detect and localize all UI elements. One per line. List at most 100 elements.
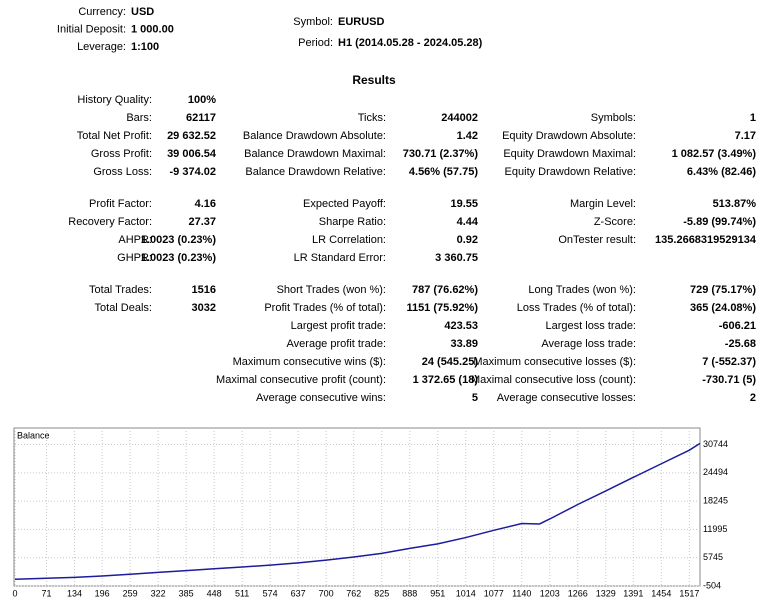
y-tick-label: 24494 xyxy=(703,467,728,477)
stat-label: Total Deals: xyxy=(95,302,152,314)
x-tick-label: 0 xyxy=(12,588,17,598)
stat-value: 2 xyxy=(750,392,756,404)
x-tick-label: 448 xyxy=(207,588,222,598)
stat-value: 1.0023 (0.23%) xyxy=(141,252,217,264)
field-label: Symbol: xyxy=(293,16,333,28)
stat-value: 100% xyxy=(188,94,216,106)
stat-label: Symbols: xyxy=(591,112,636,124)
stat-label: Bars: xyxy=(126,112,152,124)
stat-label: LR Standard Error: xyxy=(294,252,386,264)
stat-label: Equity Drawdown Maximal: xyxy=(503,148,636,160)
stat-value: 1 372.65 (18) xyxy=(413,374,479,386)
stat-value: 1.42 xyxy=(457,130,478,142)
field-value: 1 000.00 xyxy=(131,23,174,35)
y-tick-label: 18245 xyxy=(703,496,728,506)
x-tick-label: 951 xyxy=(430,588,445,598)
stat-value: -25.68 xyxy=(725,338,756,350)
stat-label: Balance Drawdown Relative: xyxy=(245,166,386,178)
stat-label: Recovery Factor: xyxy=(68,216,152,228)
stat-label: Maximal consecutive loss (count): xyxy=(471,374,636,386)
x-tick-label: 196 xyxy=(95,588,110,598)
stat-label: Equity Drawdown Absolute: xyxy=(502,130,636,142)
x-tick-label: 1266 xyxy=(568,588,588,598)
stat-value: 135.2668319529134 xyxy=(655,234,757,246)
stat-value: 19.55 xyxy=(450,198,478,210)
balance-line xyxy=(14,442,701,580)
stat-value: 423.53 xyxy=(444,320,478,332)
stat-label: Maximal consecutive profit (count): xyxy=(216,374,386,386)
stat-value: 24 (545.25) xyxy=(422,356,479,368)
stat-value: 29 632.52 xyxy=(167,130,216,142)
stat-value: 3032 xyxy=(192,302,216,314)
stat-label: Profit Trades (% of total): xyxy=(264,302,386,314)
stat-value: 787 (76.62%) xyxy=(412,284,478,296)
stat-label: Gross Loss: xyxy=(93,166,152,178)
y-tick-label: 5745 xyxy=(703,552,723,562)
x-tick-label: 385 xyxy=(179,588,194,598)
y-tick-label: 11995 xyxy=(703,524,727,534)
field-value: H1 (2014.05.28 - 2024.05.28) xyxy=(338,37,483,49)
stat-label: Average profit trade: xyxy=(287,338,386,350)
stat-label: Total Net Profit: xyxy=(77,130,152,142)
x-tick-label: 1454 xyxy=(651,588,671,598)
stat-label: Maximum consecutive wins ($): xyxy=(233,356,386,368)
stat-label: OnTester result: xyxy=(558,234,636,246)
x-tick-label: 574 xyxy=(263,588,278,598)
stat-label: Average consecutive losses: xyxy=(497,392,636,404)
stat-value: 0.92 xyxy=(457,234,478,246)
stat-value: -9 374.02 xyxy=(170,166,216,178)
stat-value: 4.56% (57.75) xyxy=(409,166,478,178)
chart-frame xyxy=(13,427,701,587)
stat-label: History Quality: xyxy=(77,94,152,106)
stat-value: 1.0023 (0.23%) xyxy=(141,234,217,246)
field-label: Currency: xyxy=(78,6,126,18)
stat-label: Balance Drawdown Maximal: xyxy=(244,148,386,160)
stat-label: Largest loss trade: xyxy=(546,320,637,332)
stat-value: -606.21 xyxy=(719,320,756,332)
x-tick-label: 1329 xyxy=(596,588,616,598)
x-tick-label: 1391 xyxy=(623,588,643,598)
stat-label: GHPR: xyxy=(117,252,152,264)
x-tick-label: 1014 xyxy=(456,588,476,598)
y-tick-label: -504 xyxy=(703,580,721,590)
field-value: EURUSD xyxy=(338,16,385,28)
field-value: USD xyxy=(131,6,154,18)
stat-label: AHPR: xyxy=(118,234,152,246)
field-value: 1:100 xyxy=(131,41,159,53)
stat-value: 7.17 xyxy=(735,130,756,142)
stat-label: Total Trades: xyxy=(89,284,152,296)
stat-value: 1 082.57 (3.49%) xyxy=(672,148,757,160)
x-tick-label: 134 xyxy=(67,588,82,598)
stat-value: 33.89 xyxy=(450,338,478,350)
stat-value: -5.89 (99.74%) xyxy=(683,216,756,228)
stat-label: Average consecutive wins: xyxy=(256,392,386,404)
stat-value: 244002 xyxy=(441,112,478,124)
stat-label: Loss Trades (% of total): xyxy=(517,302,636,314)
stat-value: 6.43% (82.46) xyxy=(687,166,756,178)
stat-label: Profit Factor: xyxy=(89,198,152,210)
stat-value: 730.71 (2.37%) xyxy=(403,148,479,160)
stat-value: 1516 xyxy=(192,284,216,296)
stat-value: 4.44 xyxy=(457,216,479,228)
stat-label: Balance Drawdown Absolute: xyxy=(243,130,386,142)
stat-value: 5 xyxy=(472,392,478,404)
stat-label: Expected Payoff: xyxy=(303,198,386,210)
field-label: Initial Deposit: xyxy=(57,23,126,35)
stat-value: 513.87% xyxy=(713,198,757,210)
stat-value: 729 (75.17%) xyxy=(690,284,756,296)
field-label: Leverage: xyxy=(77,41,126,53)
stat-value: 4.16 xyxy=(195,198,216,210)
x-tick-label: 888 xyxy=(402,588,417,598)
x-tick-label: 1203 xyxy=(540,588,560,598)
x-tick-label: 259 xyxy=(123,588,138,598)
stat-value: 3 360.75 xyxy=(435,252,478,264)
stat-value: 39 006.54 xyxy=(167,148,217,160)
chart-title: Balance xyxy=(17,430,50,440)
x-tick-label: 1140 xyxy=(512,588,531,598)
x-tick-label: 762 xyxy=(346,588,361,598)
x-tick-label: 1517 xyxy=(679,588,699,598)
x-tick-label: 322 xyxy=(151,588,166,598)
x-tick-label: 637 xyxy=(291,588,306,598)
